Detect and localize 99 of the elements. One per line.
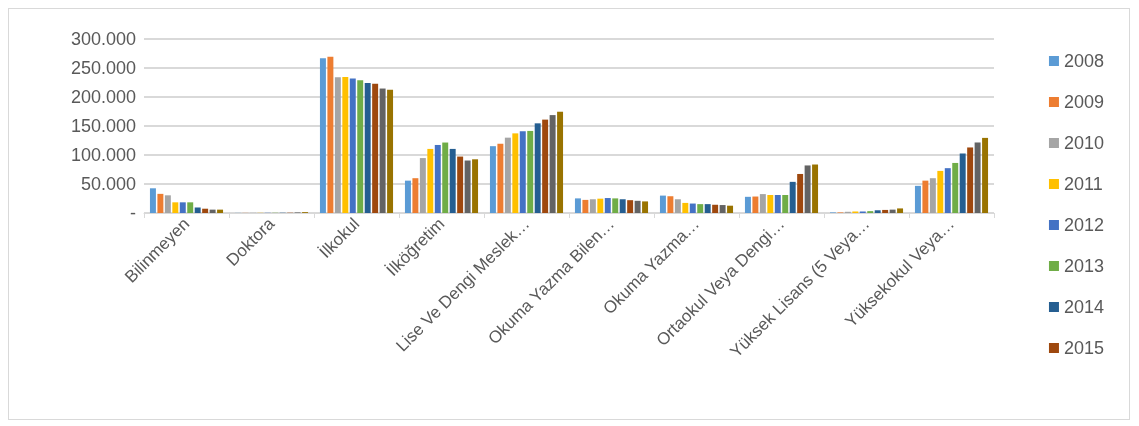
bar: [519, 131, 526, 213]
bar: [774, 195, 781, 213]
bar: [489, 146, 496, 213]
y-tick-label: 200.000: [70, 87, 136, 107]
bar: [914, 185, 921, 213]
bar: [472, 159, 479, 213]
y-tick-label: -: [130, 203, 136, 223]
y-tick-label: 100.000: [70, 145, 136, 165]
legend-label: 2013: [1063, 256, 1104, 276]
bar: [897, 208, 904, 213]
bar: [589, 199, 596, 213]
bar: [597, 198, 604, 213]
bar: [387, 89, 394, 213]
legend-label: 2015: [1063, 338, 1104, 358]
bar: [442, 142, 449, 213]
bar: [527, 130, 534, 213]
bar: [364, 83, 371, 213]
bar: [967, 147, 974, 213]
bar: [334, 77, 341, 213]
bar: [619, 199, 626, 213]
bar: [759, 194, 766, 213]
bar: [149, 188, 156, 213]
bar: [457, 156, 464, 213]
bar: [974, 142, 981, 213]
bar: [557, 111, 564, 213]
bar: [712, 204, 719, 213]
y-tick-label: 300.000: [70, 29, 136, 49]
legend-label: 2010: [1063, 133, 1104, 153]
bar: [372, 83, 379, 213]
bar: [434, 144, 441, 213]
bar: [744, 196, 751, 213]
legend-label: 2008: [1063, 51, 1104, 71]
bar: [719, 205, 726, 213]
bar: [179, 202, 186, 213]
bar: [427, 148, 434, 213]
bar: [697, 204, 704, 213]
bar: [682, 202, 689, 213]
bar: [804, 165, 811, 213]
bar: [767, 195, 774, 213]
bar: [922, 180, 929, 213]
bar: [217, 209, 224, 213]
bar: [194, 207, 201, 213]
bar: [542, 119, 549, 213]
legend-label: 2009: [1063, 92, 1104, 112]
bar: [202, 208, 209, 213]
bar: [659, 195, 666, 213]
bar: [952, 162, 959, 213]
bar: [627, 200, 634, 213]
bar: [937, 170, 944, 213]
bar: [512, 133, 519, 213]
bar: [549, 115, 556, 213]
bar: [164, 195, 171, 213]
bar: [882, 209, 889, 213]
bar: [187, 202, 194, 213]
bar: [789, 181, 796, 213]
bar: [752, 196, 759, 213]
bar: [504, 137, 511, 213]
bar: [797, 173, 804, 213]
bar: [727, 205, 734, 213]
legend-label: 2012: [1063, 215, 1104, 235]
bar: [172, 202, 179, 213]
bar: [349, 78, 356, 213]
bar: [982, 137, 989, 213]
bar: [464, 160, 471, 213]
legend-label: 2011: [1063, 174, 1103, 194]
y-tick-label: 50.000: [80, 174, 136, 194]
bar: [582, 199, 589, 213]
bar: [357, 80, 364, 213]
bar: [342, 76, 349, 213]
bar: [889, 209, 896, 213]
bar: [157, 193, 164, 213]
bar: [412, 178, 419, 213]
bar: [689, 203, 696, 213]
bar: [874, 210, 881, 213]
bar: [534, 123, 541, 213]
bar: [944, 168, 951, 213]
bar: [379, 88, 386, 213]
bar: [574, 198, 581, 213]
bar: [812, 164, 819, 213]
bar: [674, 199, 681, 213]
bar: [449, 148, 456, 213]
bar: [604, 198, 611, 213]
bar: [929, 178, 936, 213]
bar: [612, 198, 619, 213]
bar: [209, 209, 216, 213]
bar: [327, 56, 334, 213]
bar: [642, 201, 649, 213]
legend-label: 2014: [1063, 297, 1104, 317]
bar: [704, 204, 711, 213]
y-tick-label: 150.000: [70, 116, 136, 136]
bar: [634, 200, 641, 213]
bar: [959, 153, 966, 213]
bar: [667, 196, 674, 213]
y-tick-label: 250.000: [70, 58, 136, 78]
bar: [782, 195, 789, 213]
bar: [497, 143, 504, 213]
bar: [319, 58, 326, 213]
bar: [404, 180, 411, 213]
bar: [419, 158, 426, 213]
